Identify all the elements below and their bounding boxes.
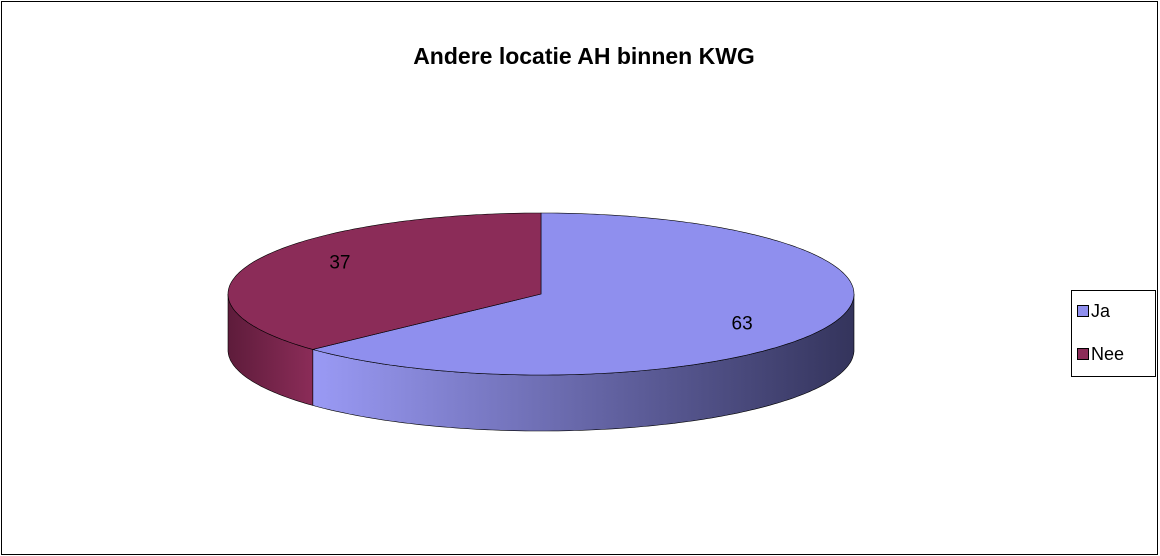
- pie-slice: [311, 212, 855, 376]
- pie-slice: [227, 212, 542, 350]
- legend-label: Nee: [1091, 344, 1124, 364]
- legend-swatch: [1077, 305, 1089, 317]
- legend-swatch: [1077, 348, 1089, 360]
- chart-title: Andere locatie AH binnen KWG: [413, 43, 755, 69]
- value-label: 37: [329, 252, 350, 273]
- value-label: 63: [732, 314, 753, 335]
- legend-box: [1071, 290, 1156, 377]
- legend-label: Ja: [1091, 301, 1111, 321]
